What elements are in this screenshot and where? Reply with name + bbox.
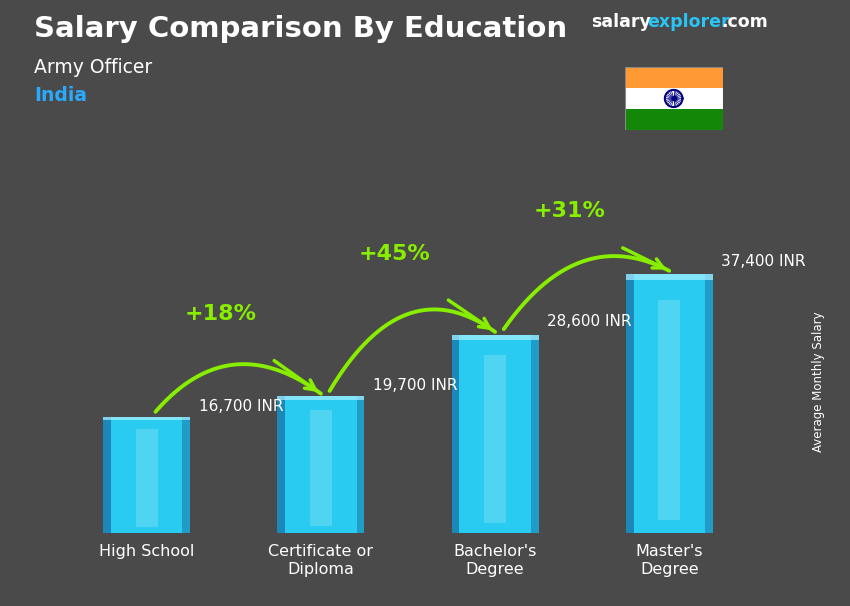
Bar <box>183 418 190 533</box>
Text: 37,400 INR: 37,400 INR <box>722 254 806 268</box>
Bar <box>103 418 111 533</box>
Text: explorer: explorer <box>648 13 730 32</box>
Text: +18%: +18% <box>184 304 257 324</box>
Bar <box>136 429 157 527</box>
Bar <box>530 335 539 533</box>
Text: +31%: +31% <box>533 201 605 221</box>
Bar <box>277 396 365 533</box>
Bar <box>277 396 286 533</box>
Bar <box>451 335 539 339</box>
Bar <box>484 355 506 524</box>
Bar <box>626 273 713 280</box>
Text: .com: .com <box>721 13 768 32</box>
Bar <box>357 396 365 533</box>
Text: +45%: +45% <box>359 244 431 264</box>
Bar <box>626 273 713 533</box>
Text: Average Monthly Salary: Average Monthly Salary <box>812 311 824 452</box>
Text: 28,600 INR: 28,600 INR <box>547 314 632 329</box>
Bar <box>451 335 539 533</box>
Text: Salary Comparison By Education: Salary Comparison By Education <box>34 15 567 43</box>
Text: 19,700 INR: 19,700 INR <box>373 378 457 393</box>
Bar <box>626 273 633 533</box>
Bar <box>103 418 190 533</box>
Text: salary: salary <box>591 13 650 32</box>
Bar <box>659 299 680 521</box>
Bar <box>451 335 459 533</box>
Bar <box>705 273 713 533</box>
Bar <box>625 109 722 130</box>
Text: 16,700 INR: 16,700 INR <box>199 399 284 414</box>
Bar <box>277 396 365 400</box>
Bar <box>310 410 332 527</box>
Text: India: India <box>34 86 87 105</box>
Bar <box>625 88 722 109</box>
Bar <box>103 418 190 420</box>
Text: Army Officer: Army Officer <box>34 58 152 76</box>
Bar <box>625 67 722 88</box>
